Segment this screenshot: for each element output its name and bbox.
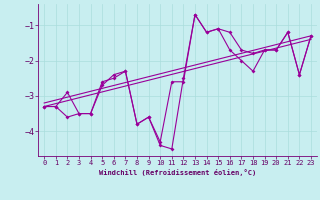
X-axis label: Windchill (Refroidissement éolien,°C): Windchill (Refroidissement éolien,°C) (99, 169, 256, 176)
